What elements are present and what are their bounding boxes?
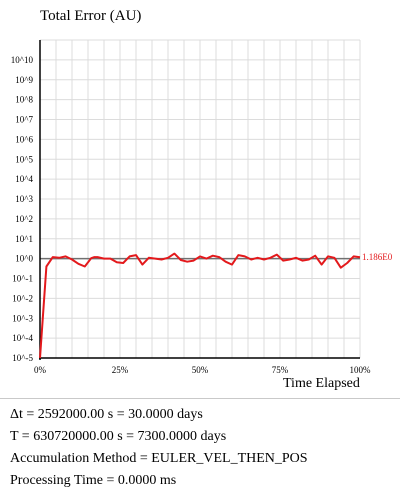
x-tick-label: 75% (272, 365, 289, 375)
x-tick-label: 100% (350, 365, 372, 375)
end-value-label: 1.186E0 (362, 252, 393, 262)
y-tick-label: 10^8 (15, 95, 33, 105)
x-tick-label: 25% (112, 365, 129, 375)
y-tick-label: 10^-2 (12, 293, 33, 303)
info-total-time: T = 630720000.00 s = 7300.0000 days (10, 429, 227, 444)
x-tick-label: 0% (34, 365, 47, 375)
y-tick-label: 10^5 (15, 154, 33, 164)
y-tick-label: 10^-5 (12, 353, 33, 363)
y-tick-label: 10^4 (15, 174, 33, 184)
y-tick-label: 10^-3 (12, 313, 33, 323)
info-timestep: Δt = 2592000.00 s = 30.0000 days (10, 407, 203, 422)
y-tick-labels: 10^-5 10^-4 10^-3 10^-2 10^-1 10^0 10^1 10^2 10^… (11, 55, 34, 363)
y-tick-label: 10^3 (15, 194, 33, 204)
chart-title: Total Error (AU) (40, 8, 142, 24)
simulation-info: Δt = 2592000.00 s = 30.0000 days T = 630… (10, 404, 395, 492)
y-tick-label: 10^7 (15, 115, 33, 125)
y-tick-label: 10^9 (15, 75, 33, 85)
info-accumulation-method: Accumulation Method = EULER_VEL_THEN_POS (10, 451, 308, 466)
series: 1.186E0 (39, 252, 393, 359)
x-axis-title: Time Elapsed (283, 376, 360, 391)
y-tick-label: 10^-4 (12, 333, 33, 343)
y-tick-label: 10^-1 (12, 274, 33, 284)
y-tick-label: 10^2 (15, 214, 33, 224)
y-tick-label: 10^0 (15, 254, 33, 264)
error-line (39, 252, 361, 359)
y-tick-label: 10^10 (11, 55, 34, 65)
error-chart: 10^-5 10^-4 10^-3 10^-2 10^-1 10^0 10^1 10^2 10^… (11, 39, 393, 375)
x-tick-labels: 0% 25% 50% 75% 100% (34, 365, 371, 375)
x-tick-label: 50% (192, 365, 209, 375)
axes (39, 40, 360, 360)
y-tick-label: 10^1 (15, 234, 33, 244)
divider (0, 398, 400, 399)
grid (40, 39, 361, 359)
info-processing-time: Processing Time = 0.0000 ms (10, 473, 177, 488)
y-tick-label: 10^6 (15, 134, 33, 144)
